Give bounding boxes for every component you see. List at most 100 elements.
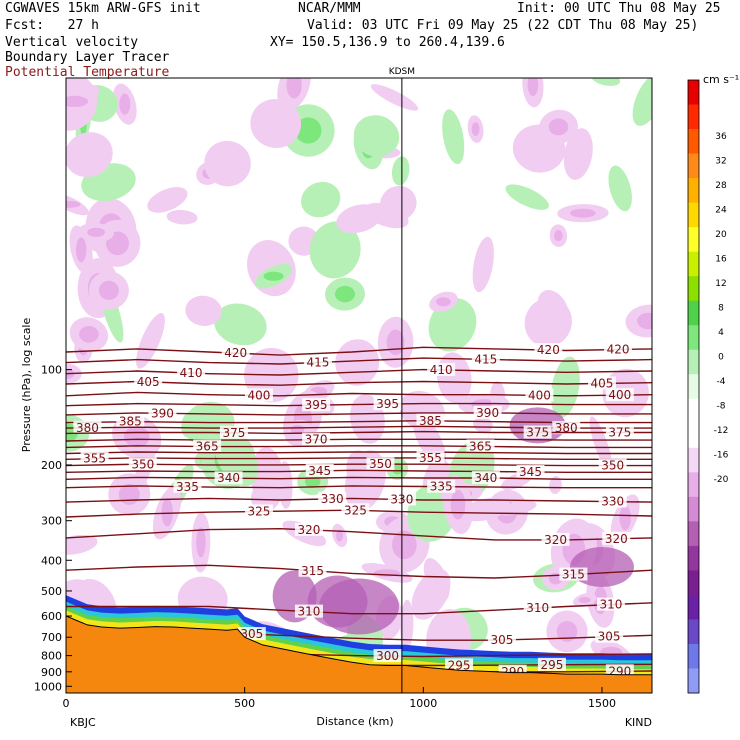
colorbar-tick-label: 8: [718, 304, 724, 314]
theta-label: 400: [247, 388, 270, 402]
theta-label: 310: [526, 601, 549, 615]
theta-label-bg: [302, 432, 331, 446]
downdraft-core: [527, 78, 539, 97]
y-tick-label: 500: [41, 585, 62, 598]
theta-label-bg: [244, 388, 273, 402]
theta-contour-415: [66, 357, 652, 365]
theta-label: 350: [131, 457, 154, 471]
theta-label: 405: [591, 376, 614, 390]
y-tick-label: 300: [41, 515, 62, 528]
theta-label: 385: [119, 415, 142, 429]
theta-label-bg: [541, 532, 570, 546]
theta-label-bg: [219, 425, 248, 439]
theta-label-bg: [214, 471, 243, 485]
colorbar-tick-label: -12: [714, 426, 729, 436]
y-tick-label: 800: [41, 650, 62, 663]
theta-label-bg: [148, 406, 177, 420]
downdraft-core: [578, 596, 591, 604]
colorbar-swatch: [688, 594, 699, 620]
theta-label-bg: [366, 457, 395, 471]
theta-label-bg: [587, 376, 616, 390]
x-tick-label: 1500: [588, 697, 616, 710]
colorbar-tick-label: 16: [715, 254, 727, 264]
theta-label: 365: [469, 439, 492, 453]
theta-label: 390: [476, 406, 499, 420]
theta-label: 355: [83, 452, 106, 466]
theta-label: 410: [430, 363, 453, 377]
downdraft-region: [411, 568, 451, 620]
theta-label: 335: [430, 480, 453, 494]
theta-label-bg: [221, 346, 250, 360]
theta-label-bg: [298, 563, 327, 577]
theta-contour-395: [66, 402, 652, 407]
updraft-core: [295, 117, 322, 144]
theta-contour-385: [66, 419, 652, 424]
updraft-region: [632, 78, 652, 126]
theta-label-bg: [598, 494, 627, 508]
updraft-region: [442, 109, 465, 165]
theta-label-bg: [373, 397, 402, 411]
theta-label: 335: [176, 480, 199, 494]
theta-label: 375: [608, 426, 631, 440]
valid-time: Valid: 03 UTC Fri 09 May 25 (22 CDT Thu …: [307, 18, 699, 33]
colorbar-swatch: [688, 300, 699, 326]
downdraft-core: [196, 527, 206, 558]
theta-label-bg: [595, 629, 624, 643]
downdraft-region: [549, 476, 562, 494]
theta-label: 420: [607, 342, 630, 356]
downdraft-core: [66, 95, 89, 107]
theta-label: 340: [217, 471, 240, 485]
init-time: Init: 00 UTC Thu 08 May 25: [517, 1, 721, 16]
downdraft-region: [400, 599, 414, 650]
plot-frame: [65, 77, 653, 694]
theta-contour-330: [66, 497, 652, 503]
downdraft-region: [589, 416, 613, 473]
downdraft-core: [637, 312, 652, 330]
theta-contour-370: [66, 438, 652, 442]
downdraft-core: [98, 280, 119, 300]
downdraft-region: [461, 497, 511, 522]
right-endpoint-label: KIND: [625, 716, 652, 729]
y-tick-label: 200: [41, 459, 62, 472]
colorbar-swatch: [688, 153, 699, 179]
downdraft-core: [87, 227, 105, 237]
x-tick-label: 0: [63, 697, 70, 710]
theta-label: 350: [601, 459, 624, 473]
colorbar-tick-label: 28: [715, 181, 727, 191]
x-tick-label: 500: [234, 697, 255, 710]
downdraft-core: [554, 230, 563, 242]
theta-contour-360: [66, 451, 652, 455]
downdraft-core: [548, 118, 569, 136]
colorbar-tick-label: -8: [717, 402, 726, 412]
theta-label-bg: [294, 604, 323, 618]
updraft-core: [263, 271, 284, 281]
downdraft-core: [76, 237, 87, 263]
theta-label: 315: [562, 568, 585, 582]
downdraft-region: [335, 339, 380, 386]
colorbar-swatch: [688, 251, 699, 277]
theta-label-bg: [177, 366, 206, 380]
theta-label: 380: [76, 421, 99, 435]
theta-label: 305: [598, 630, 621, 644]
colorbar-swatch: [688, 178, 699, 204]
theta-label: 300: [376, 649, 399, 663]
theta-label: 410: [180, 366, 203, 380]
theta-contour-365: [66, 445, 652, 449]
theta-label: 365: [196, 440, 219, 454]
theta-label-bg: [471, 352, 500, 366]
colorbar-swatch: [688, 349, 699, 375]
theta-label-bg: [302, 398, 331, 412]
theta-label-bg: [341, 503, 370, 517]
theta-label-bg: [466, 439, 495, 453]
colorbar-tick-label: 24: [715, 205, 727, 215]
theta-label: 420: [224, 346, 247, 360]
updraft-region: [505, 184, 549, 210]
colorbar-swatch: [688, 668, 699, 694]
theta-label-bg: [294, 522, 323, 536]
colorbar-tick-label: 12: [715, 279, 726, 289]
theta-label: 400: [528, 388, 551, 402]
theta-label: 295: [540, 658, 563, 672]
theta-label: 305: [490, 633, 513, 647]
theta-label-bg: [552, 421, 581, 435]
x-axis-label: Distance (km): [316, 715, 393, 728]
